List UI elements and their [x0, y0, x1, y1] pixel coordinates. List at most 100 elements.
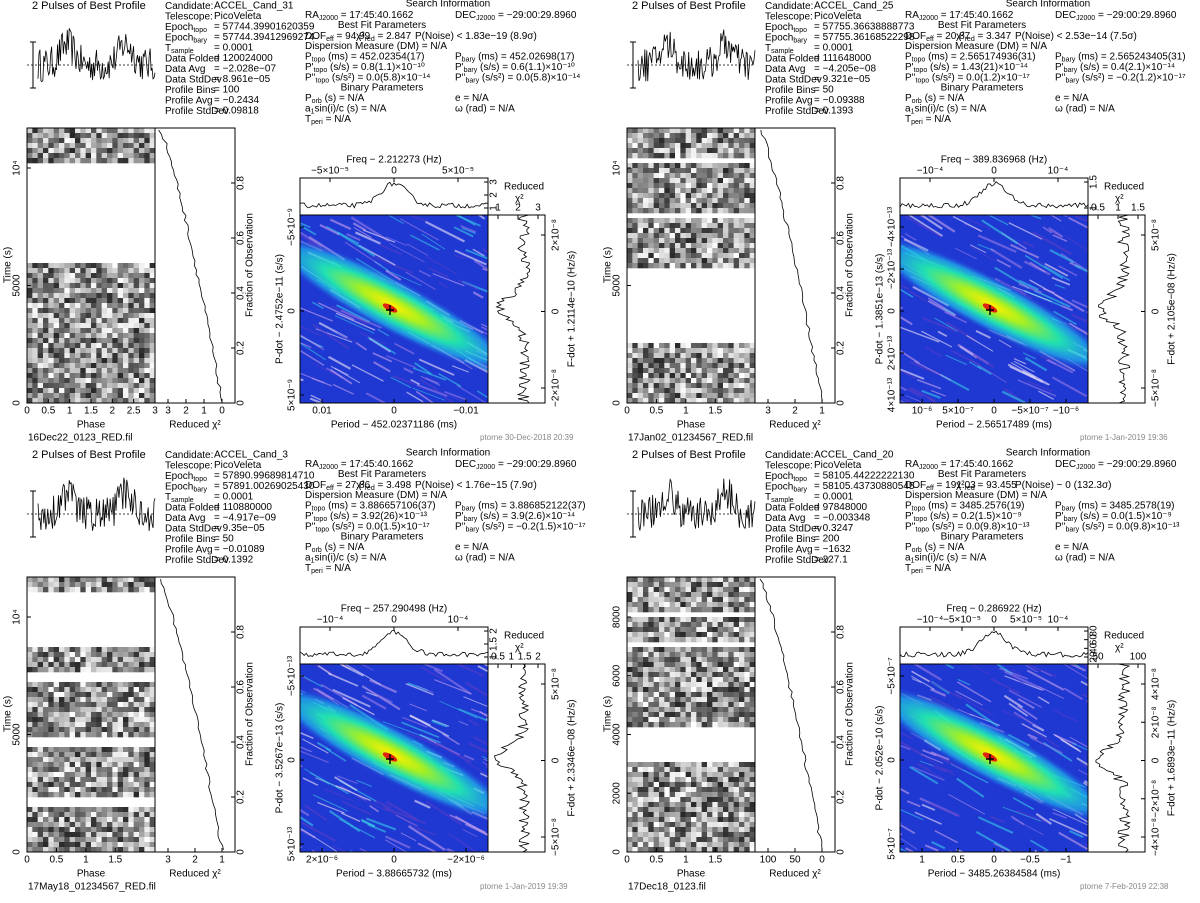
fold-cell	[144, 682, 150, 687]
fold-cell	[134, 358, 140, 363]
fold-cell	[38, 717, 44, 722]
axis-label: Freq − 257.290498 (Hz)	[341, 604, 447, 615]
fold-cell	[734, 153, 740, 158]
fold-cell	[686, 193, 692, 198]
detail-value: = 0.1393	[814, 106, 854, 117]
fold-cell	[38, 363, 44, 368]
fold-cell	[70, 717, 76, 722]
fold-cell	[627, 782, 633, 787]
fdot-tick-label: −2×10⁻⁸	[551, 369, 562, 407]
fold-cell	[80, 667, 86, 672]
fold-cell	[712, 817, 718, 822]
fold-cell	[139, 697, 145, 702]
fold-cell	[680, 647, 686, 652]
fold-cell	[32, 268, 38, 273]
fold-cell	[43, 827, 49, 832]
fold-cell	[734, 627, 740, 632]
fold-cell	[680, 582, 686, 587]
fold-cell	[707, 208, 713, 213]
fold-cell	[659, 762, 665, 767]
fold-cell	[659, 667, 665, 672]
fold-cell	[64, 288, 70, 293]
fold-cell	[728, 837, 734, 842]
fold-cell	[48, 812, 54, 817]
detail-label: Telescope:	[165, 460, 213, 471]
fold-cell	[675, 712, 681, 717]
fold-cell	[144, 722, 150, 727]
fold-cell	[750, 178, 756, 183]
fold-cell	[718, 183, 724, 188]
fold-cell	[59, 587, 65, 592]
fold-cell	[102, 752, 108, 757]
fold-cell	[707, 682, 713, 687]
fold-cell	[107, 383, 113, 388]
fold-cell	[670, 837, 676, 842]
fold-cell	[680, 153, 686, 158]
fold-cell	[712, 168, 718, 173]
fold-cell	[134, 687, 140, 692]
fold-cell	[654, 363, 660, 368]
fold-cell	[27, 657, 33, 662]
fold-cell	[80, 383, 86, 388]
fold-cell	[675, 348, 681, 353]
fold-cell	[32, 662, 38, 667]
fold-cell	[718, 777, 724, 782]
fold-cell	[70, 393, 76, 398]
fold-cell	[632, 168, 638, 173]
fold-cell	[86, 383, 92, 388]
fold-cell	[48, 762, 54, 767]
fold-cell	[64, 587, 70, 592]
fold-cell	[728, 263, 734, 268]
fold-cell	[70, 308, 76, 313]
fold-cell	[96, 278, 102, 283]
fold-cell	[686, 383, 692, 388]
fold-cell	[139, 647, 145, 652]
fold-cell	[27, 298, 33, 303]
fold-cell	[675, 772, 681, 777]
fold-cell	[643, 178, 649, 183]
fold-cell	[675, 128, 681, 133]
fold-cell	[144, 727, 150, 732]
fold-cell	[96, 832, 102, 837]
fold-cell	[696, 348, 702, 353]
fold-cell	[643, 807, 649, 812]
fold-cell	[86, 772, 92, 777]
fold-cell	[739, 722, 745, 727]
fold-cell	[80, 837, 86, 842]
label: Profile Avg	[765, 544, 813, 555]
fold-cell	[70, 812, 76, 817]
fold-cell	[696, 797, 702, 802]
fold-cell	[38, 747, 44, 752]
fold-cell	[627, 837, 633, 842]
fold-cell	[139, 712, 145, 717]
fold-cell	[107, 692, 113, 697]
fold-cell	[91, 128, 97, 133]
fold-cell	[107, 338, 113, 343]
fold-cell	[734, 677, 740, 682]
fold-cell	[102, 577, 108, 582]
fold-cell	[75, 837, 81, 842]
fold-cell	[723, 208, 729, 213]
fold-cell	[632, 632, 638, 637]
fold-cell	[654, 263, 660, 268]
fold-cell	[80, 807, 86, 812]
fold-cell	[112, 148, 118, 153]
fold-cell	[112, 158, 118, 163]
fold-cell	[739, 188, 745, 193]
fold-cell	[54, 383, 60, 388]
fold-cell	[675, 143, 681, 148]
fold-cell	[128, 662, 134, 667]
fold-cell	[723, 228, 729, 233]
fold-cell	[675, 203, 681, 208]
fold-cell	[696, 767, 702, 772]
fold-cell	[144, 762, 150, 767]
fold-cell	[59, 692, 65, 697]
fold-cell	[723, 243, 729, 248]
fold-cell	[750, 138, 756, 143]
fold-cell	[48, 832, 54, 837]
fold-cell	[80, 308, 86, 313]
fold-cell	[744, 148, 750, 153]
fold-cell	[659, 722, 665, 727]
fold-cell	[712, 712, 718, 717]
fold-cell	[675, 198, 681, 203]
